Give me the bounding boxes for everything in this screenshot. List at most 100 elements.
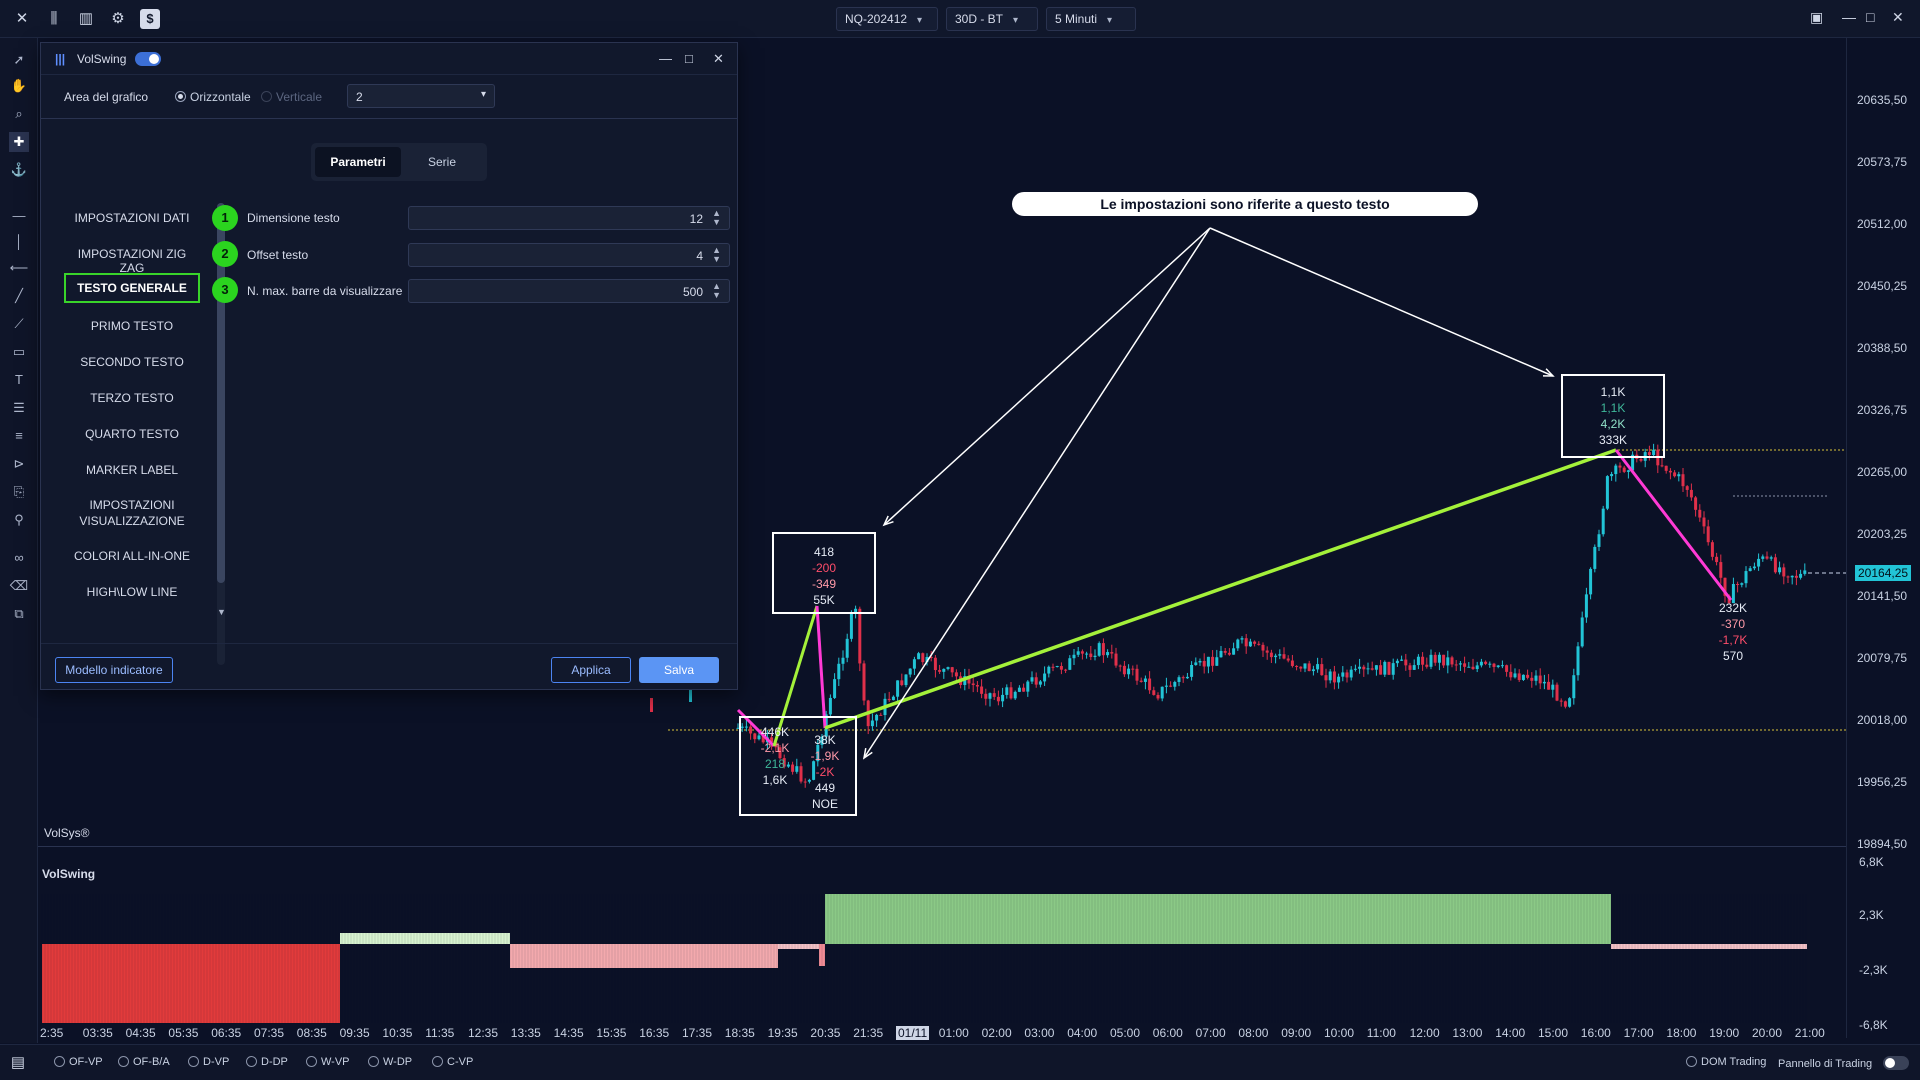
maximize-icon[interactable]: □ xyxy=(1866,9,1875,25)
nav-high-low-line[interactable]: HIGH\LOW LINE xyxy=(86,585,178,599)
nav-impostazioni-dati[interactable]: IMPOSTAZIONI DATI xyxy=(74,211,190,225)
eraser-icon[interactable]: ⌫ xyxy=(9,578,29,593)
rectangle-icon[interactable]: ▭ xyxy=(12,344,26,359)
horizontal-line-icon[interactable]: — xyxy=(12,208,26,223)
option-ofvp[interactable]: OF-VP xyxy=(54,1056,103,1068)
nav-primo-testo[interactable]: PRIMO TESTO xyxy=(90,319,174,333)
spinner-icon[interactable]: ▲ ▼ xyxy=(712,245,721,264)
candle-body xyxy=(1429,654,1433,667)
nav-colori-all-in-one[interactable]: COLORI ALL-IN-ONE xyxy=(73,549,191,563)
add-layer-icon[interactable]: ⧉ xyxy=(14,606,24,621)
link-icon[interactable]: ∞ xyxy=(14,550,24,565)
cursor-icon[interactable]: ➚ xyxy=(13,52,25,67)
gear-icon[interactable]: ⚙ xyxy=(111,10,125,27)
minimize-icon[interactable]: — xyxy=(659,51,672,66)
max-bars-input[interactable]: 500 ▲ ▼ xyxy=(408,279,730,303)
chevron-down-icon: ▾ xyxy=(480,89,486,100)
nav-secondo-testo[interactable]: SECONDO TESTO xyxy=(80,355,184,369)
dom-trading-toggle[interactable]: DOM Trading xyxy=(1686,1056,1766,1068)
nav-marker-label[interactable]: MARKER LABEL xyxy=(85,463,179,477)
nav-impostazioni-zigzag[interactable]: IMPOSTAZIONI ZIG ZAG xyxy=(77,247,187,275)
list-icon[interactable]: ☰ xyxy=(13,400,25,415)
crosshair-icon[interactable]: ✚ xyxy=(9,132,29,152)
text-size-input[interactable]: 12 ▲ ▼ xyxy=(408,206,730,230)
text-offset-input[interactable]: 4 ▲ ▼ xyxy=(408,243,730,267)
search-settings-icon[interactable]: ⚲ xyxy=(14,512,24,527)
doc-settings-icon[interactable]: ⎘ xyxy=(13,484,25,499)
candle-body xyxy=(1601,508,1605,535)
nav-terzo-testo[interactable]: TERZO TESTO xyxy=(90,391,174,405)
x-tick: 08:00 xyxy=(1238,1026,1269,1040)
candle-body xyxy=(1589,568,1593,595)
trend-line-icon[interactable]: ╱ xyxy=(15,288,23,303)
spinner-icon[interactable]: ▲ ▼ xyxy=(712,281,721,300)
candle-body xyxy=(1799,573,1803,578)
candle-body xyxy=(1358,666,1362,669)
magnet-icon[interactable]: ⚓ xyxy=(10,162,28,177)
ruler-icon[interactable]: ⟋ xyxy=(14,316,24,331)
panel-icon[interactable]: ▤ xyxy=(10,1054,26,1071)
fib-icon[interactable]: ⊳ xyxy=(13,456,25,471)
toggle-switch[interactable] xyxy=(1883,1056,1910,1070)
y-tick: 20203,25 xyxy=(1857,527,1908,541)
time-axis[interactable]: 2:35 03:35 04:35 05:35 06:35 07:35 08:35 09:35 1… xyxy=(38,1022,1846,1044)
interval-dropdown[interactable]: 5 Minuti ▾ xyxy=(1046,7,1136,31)
annotation-low2: 38K -1,9K -2K 449 NOE xyxy=(800,732,850,812)
maximize-icon[interactable]: □ xyxy=(685,51,693,66)
x-tick: 12:00 xyxy=(1409,1026,1440,1040)
close-window-icon[interactable]: ✕ xyxy=(1892,9,1904,25)
nav-scrollbar-thumb[interactable] xyxy=(217,203,225,583)
candlestick-icon[interactable]: ⫼ xyxy=(50,10,58,27)
bar-chart-icon[interactable]: ▥ xyxy=(78,10,94,27)
period-dropdown[interactable]: 30D - BT ▾ xyxy=(946,7,1038,31)
tab-parametri[interactable]: Parametri xyxy=(315,147,401,177)
candle-body xyxy=(1236,639,1240,649)
candle-body xyxy=(753,733,757,740)
close-icon[interactable]: ✕ xyxy=(15,10,29,27)
indicator-enable-toggle[interactable] xyxy=(135,52,161,66)
radio-vertical[interactable]: Verticale xyxy=(261,90,322,104)
ray-icon[interactable]: ⟵ xyxy=(9,260,29,275)
lines-icon[interactable]: ≡ xyxy=(15,428,23,443)
zoom-icon[interactable]: ⌕ xyxy=(15,106,23,121)
candle-body xyxy=(1731,584,1735,604)
close-icon[interactable]: ✕ xyxy=(713,51,724,66)
candle-body xyxy=(1383,661,1387,675)
area-select[interactable]: 2 ▾ xyxy=(347,84,495,108)
indicator-template-button[interactable]: Modello indicatore xyxy=(55,657,173,683)
option-ddp[interactable]: D-DP xyxy=(246,1056,288,1068)
price-axis[interactable]: 20635,50 20573,75 20512,00 20450,25 2038… xyxy=(1846,38,1920,1038)
spinner-icon[interactable]: ▲ ▼ xyxy=(712,208,721,227)
apply-button[interactable]: Applica xyxy=(551,657,631,683)
candle-body xyxy=(1324,675,1328,681)
option-wdp[interactable]: W-DP xyxy=(368,1056,412,1068)
dollar-icon[interactable]: $ xyxy=(140,9,160,29)
hand-icon[interactable]: ✋ xyxy=(10,78,28,93)
y-tick: 19894,50 xyxy=(1857,837,1908,851)
symbol-dropdown[interactable]: NQ-202412 ▾ xyxy=(836,7,938,31)
annot-value: -2K xyxy=(815,765,835,779)
nav-testo-generale[interactable]: TESTO GENERALE xyxy=(64,273,200,303)
watermark: VolSys® xyxy=(44,826,90,840)
text-tool-icon[interactable]: T xyxy=(15,372,23,387)
save-button[interactable]: Salva xyxy=(639,657,719,683)
y-tick: 20388,50 xyxy=(1857,341,1908,355)
candle-body xyxy=(1542,681,1546,684)
option-cvp[interactable]: C-VP xyxy=(432,1056,473,1068)
option-ofba[interactable]: OF-B/A xyxy=(118,1056,170,1068)
option-dvp[interactable]: D-VP xyxy=(188,1056,229,1068)
trading-panel-toggle[interactable]: Pannello di Trading xyxy=(1778,1056,1910,1070)
volswing-subpanel[interactable]: VolSwing xyxy=(38,846,1846,1023)
layout-icon[interactable]: ▣ xyxy=(1810,9,1824,25)
scroll-down-icon[interactable]: ▼ xyxy=(217,607,226,617)
tab-serie[interactable]: Serie xyxy=(427,155,456,169)
vertical-line-icon[interactable]: │ xyxy=(14,234,24,249)
nav-impostazioni-visualizzazione[interactable]: IMPOSTAZIONI VISUALIZZAZIONE xyxy=(79,498,185,528)
minimize-icon[interactable]: — xyxy=(1842,9,1856,25)
sub-y-tick: 2,3K xyxy=(1859,908,1884,922)
radio-horizontal[interactable]: Orizzontale xyxy=(175,90,251,104)
option-wvp[interactable]: W-VP xyxy=(306,1056,350,1068)
x-tick: 01/11 xyxy=(896,1026,930,1040)
annot-value: 4,2K xyxy=(1600,417,1626,431)
nav-quarto-testo[interactable]: QUARTO TESTO xyxy=(85,427,179,441)
